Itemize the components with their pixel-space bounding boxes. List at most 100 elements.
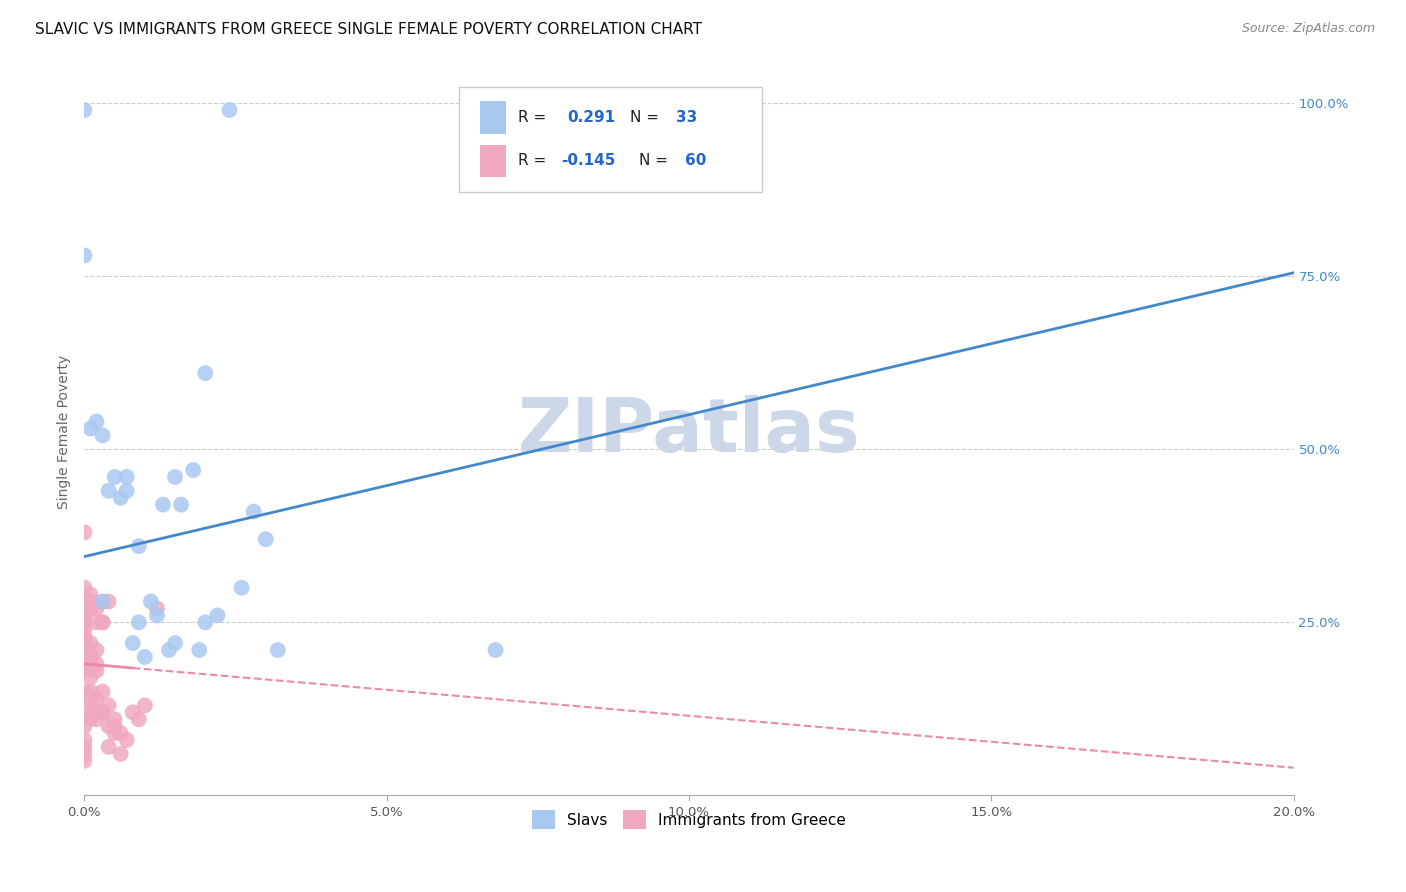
Point: [86, 615, 108, 630]
Text: Source: ZipAtlas.com: Source: ZipAtlas.com: [1241, 22, 1375, 36]
Point: [79, 706, 101, 720]
Point: [104, 719, 127, 733]
FancyBboxPatch shape: [479, 102, 506, 134]
Point: [79, 649, 101, 664]
Point: [91, 706, 114, 720]
Point: [73, 657, 96, 671]
Point: [97, 594, 120, 608]
Point: [79, 691, 101, 706]
Point: [86, 643, 108, 657]
Point: [121, 706, 143, 720]
Point: [79, 712, 101, 726]
Point: [128, 712, 150, 726]
Point: [97, 698, 120, 713]
Point: [110, 726, 132, 740]
Point: [73, 608, 96, 623]
Legend: Slavs, Immigrants from Greece: Slavs, Immigrants from Greece: [526, 805, 852, 835]
Point: [73, 739, 96, 754]
Point: [194, 366, 217, 380]
Text: N =: N =: [630, 111, 664, 125]
Text: -0.145: -0.145: [561, 153, 616, 169]
Point: [91, 615, 114, 630]
Point: [73, 649, 96, 664]
Point: [79, 649, 101, 664]
Point: [79, 636, 101, 650]
Point: [86, 691, 108, 706]
Point: [79, 684, 101, 698]
Point: [91, 615, 114, 630]
Point: [146, 608, 169, 623]
Point: [115, 733, 138, 747]
Point: [73, 629, 96, 643]
Point: [73, 525, 96, 540]
Point: [254, 533, 277, 547]
Point: [91, 684, 114, 698]
Point: [73, 622, 96, 636]
Point: [139, 594, 162, 608]
Text: 60: 60: [685, 153, 707, 169]
Point: [134, 649, 156, 664]
Point: [86, 415, 108, 429]
Text: ZIPatlas: ZIPatlas: [517, 395, 860, 468]
Point: [79, 588, 101, 602]
Point: [110, 747, 132, 761]
Point: [73, 643, 96, 657]
Point: [146, 601, 169, 615]
Point: [79, 698, 101, 713]
Point: [91, 594, 114, 608]
Point: [86, 657, 108, 671]
Point: [231, 581, 253, 595]
Point: [207, 608, 229, 623]
Point: [104, 712, 127, 726]
Point: [79, 601, 101, 615]
Point: [73, 754, 96, 768]
Point: [484, 643, 506, 657]
Text: N =: N =: [640, 153, 673, 169]
Point: [73, 649, 96, 664]
Point: [79, 671, 101, 685]
Point: [97, 483, 120, 498]
Point: [73, 747, 96, 761]
Point: [188, 643, 211, 657]
Point: [79, 421, 101, 435]
Point: [73, 664, 96, 678]
Point: [115, 483, 138, 498]
Point: [134, 698, 156, 713]
Point: [91, 706, 114, 720]
Text: R =: R =: [519, 153, 551, 169]
Point: [104, 470, 127, 484]
Point: [73, 615, 96, 630]
Point: [73, 615, 96, 630]
Point: [91, 428, 114, 442]
Point: [104, 726, 127, 740]
Point: [79, 601, 101, 615]
Point: [97, 719, 120, 733]
Point: [86, 601, 108, 615]
Text: SLAVIC VS IMMIGRANTS FROM GREECE SINGLE FEMALE POVERTY CORRELATION CHART: SLAVIC VS IMMIGRANTS FROM GREECE SINGLE …: [35, 22, 702, 37]
FancyBboxPatch shape: [479, 145, 506, 178]
Point: [115, 470, 138, 484]
Point: [165, 636, 187, 650]
Point: [128, 539, 150, 553]
Point: [73, 248, 96, 262]
Point: [97, 739, 120, 754]
Point: [267, 643, 290, 657]
Point: [73, 719, 96, 733]
Point: [181, 463, 204, 477]
Point: [152, 498, 174, 512]
Point: [165, 470, 187, 484]
Point: [218, 103, 240, 117]
Text: R =: R =: [519, 111, 551, 125]
Point: [73, 684, 96, 698]
Point: [73, 636, 96, 650]
FancyBboxPatch shape: [460, 87, 762, 192]
Text: 0.291: 0.291: [567, 111, 614, 125]
Point: [86, 712, 108, 726]
Point: [242, 505, 264, 519]
Point: [73, 636, 96, 650]
Point: [91, 594, 114, 608]
Point: [194, 615, 217, 630]
Point: [121, 636, 143, 650]
Point: [157, 643, 180, 657]
Point: [110, 491, 132, 505]
